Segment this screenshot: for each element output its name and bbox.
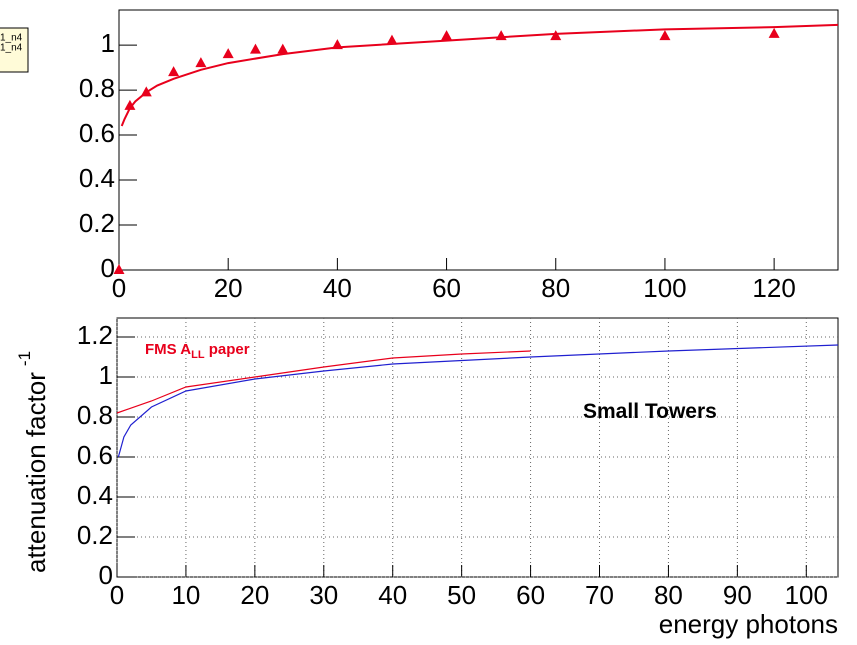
x-tick-label: 100 — [785, 580, 828, 610]
x-tick-label: 70 — [585, 580, 614, 610]
y-tick-label: 0.4 — [77, 480, 113, 510]
x-tick-label: 100 — [643, 273, 686, 303]
y-tick-label: 1 — [101, 28, 115, 58]
x-tick-label: 30 — [309, 580, 338, 610]
marker — [249, 43, 261, 54]
y-axis-label-sup: -1 — [15, 351, 34, 366]
marker — [124, 99, 136, 110]
y-tick-label: 0.8 — [79, 73, 115, 103]
y-tick-label: 0.2 — [77, 520, 113, 550]
x-tick-label: 80 — [654, 580, 683, 610]
series-line — [120, 23, 839, 127]
x-tick-label: 0 — [112, 273, 126, 303]
x-tick-label: 50 — [447, 580, 476, 610]
y-tick-label: 0.4 — [79, 163, 115, 193]
y-tick-label: 0.2 — [79, 208, 115, 238]
annotation-text: FMS A — [145, 341, 191, 358]
stats-text: 1_n4 — [0, 43, 23, 54]
marker — [168, 66, 180, 77]
marker — [441, 30, 453, 41]
plot-frame — [118, 9, 839, 271]
marker — [386, 34, 398, 45]
marker — [277, 43, 289, 54]
y-axis-label: attenuation factor -1 — [15, 351, 50, 573]
x-tick-label: 40 — [323, 273, 352, 303]
series-line — [117, 344, 839, 458]
x-tick-label: 20 — [240, 580, 269, 610]
series-line — [116, 350, 531, 414]
marker — [495, 30, 507, 41]
marker — [195, 57, 207, 68]
y-tick-label: 0 — [99, 560, 113, 590]
marker — [113, 264, 125, 274]
x-tick-label: 10 — [171, 580, 200, 610]
x-tick-label: 0 — [110, 580, 124, 610]
x-tick-label: 40 — [378, 580, 407, 610]
x-tick-label: 20 — [214, 273, 243, 303]
y-tick-label: 0.6 — [79, 118, 115, 148]
y-tick-label: 1.2 — [77, 320, 113, 350]
x-tick-label: 60 — [432, 273, 461, 303]
x-axis-label: energy photons — [659, 609, 838, 639]
marker — [659, 30, 671, 41]
marker — [768, 27, 780, 38]
x-tick-label: 90 — [723, 580, 752, 610]
marker — [550, 30, 562, 41]
marker — [222, 48, 234, 59]
y-tick-label: 0.6 — [77, 440, 113, 470]
annotation: Small Towers — [583, 400, 717, 423]
annotation-text: Small Towers — [583, 400, 717, 423]
y-tick-label: 0.8 — [77, 400, 113, 430]
x-tick-label: 80 — [541, 273, 570, 303]
y-axis-label-main: attenuation factor — [21, 372, 51, 573]
stats-text: 1_n4 — [0, 33, 23, 44]
x-tick-label: 60 — [516, 580, 545, 610]
annotation-sub: LL — [191, 349, 205, 361]
x-tick-label: 120 — [752, 273, 795, 303]
annotation-after: paper — [205, 341, 250, 358]
y-tick-label: 0 — [101, 253, 115, 283]
y-tick-label: 1 — [99, 360, 113, 390]
annotation: FMS ALL paper — [145, 341, 250, 361]
stats-box — [0, 27, 29, 73]
